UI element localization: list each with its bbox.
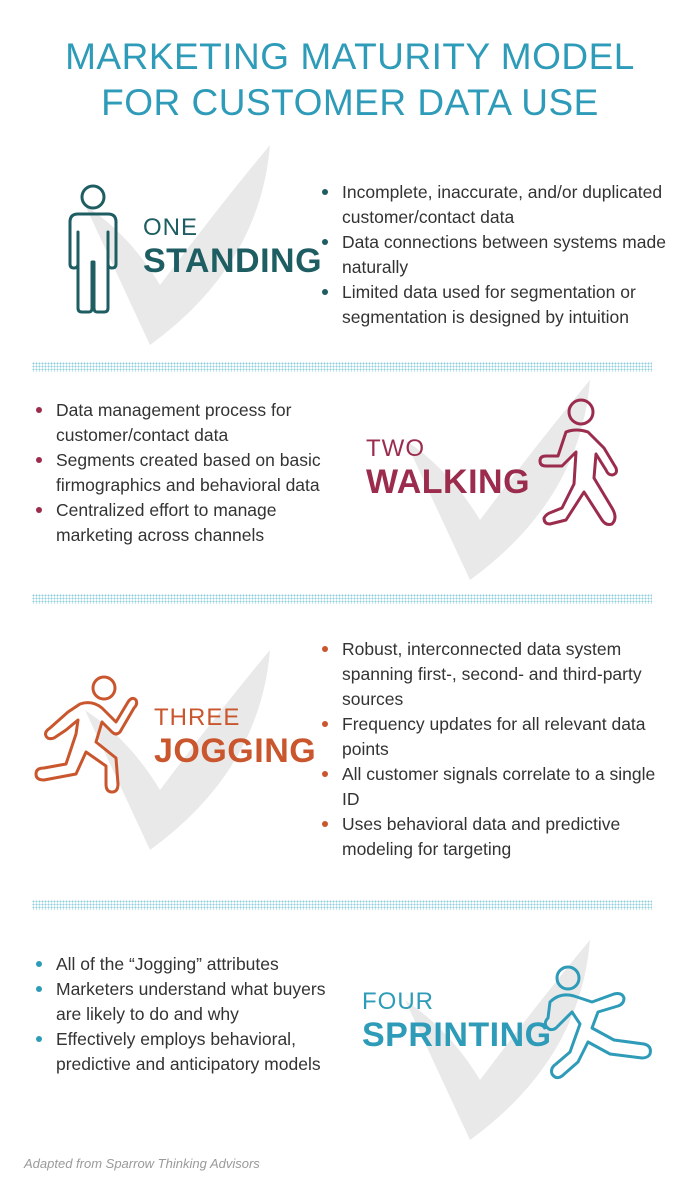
stage-four-bullets: All of the “Jogging” attributes Marketer… bbox=[32, 952, 332, 1077]
stage-name: STANDING bbox=[143, 242, 323, 280]
section-divider bbox=[32, 900, 652, 910]
stage-two-bullets: Data management process for customer/con… bbox=[32, 398, 332, 548]
bullet-icon bbox=[322, 189, 328, 195]
section-divider bbox=[32, 594, 652, 604]
stage-three-bullets: Robust, interconnected data system spann… bbox=[318, 637, 670, 862]
stage-name: WALKING bbox=[366, 463, 531, 501]
walking-person-icon bbox=[538, 398, 618, 526]
source-note: Adapted from Sparrow Thinking Advisors bbox=[24, 1156, 260, 1171]
bullet-icon bbox=[36, 457, 42, 463]
stage-name: JOGGING bbox=[154, 732, 317, 770]
bullet-icon bbox=[322, 771, 328, 777]
list-item: Effectively employs behavioral, predicti… bbox=[32, 1027, 332, 1077]
list-item: Marketers understand what buyers are lik… bbox=[32, 977, 332, 1027]
list-item: Data management process for customer/con… bbox=[32, 398, 332, 448]
bullet-icon bbox=[322, 239, 328, 245]
list-item: Limited data used for segmentation or se… bbox=[318, 280, 670, 330]
section-divider bbox=[32, 362, 652, 372]
sprinting-person-icon bbox=[543, 965, 652, 1080]
checkmark-icon bbox=[405, 940, 590, 1140]
bullet-icon bbox=[36, 507, 42, 513]
bullet-icon bbox=[36, 1036, 42, 1042]
jogging-person-icon bbox=[34, 675, 139, 794]
stage-number: TWO bbox=[366, 435, 425, 462]
list-item: Segments created based on basic firmogra… bbox=[32, 448, 332, 498]
checkmark-icon bbox=[85, 650, 270, 850]
list-item: Incomplete, inaccurate, and/or duplicate… bbox=[318, 180, 670, 230]
list-item: All customer signals correlate to a sing… bbox=[318, 762, 670, 812]
list-item: Centralized effort to manage marketing a… bbox=[32, 498, 332, 548]
checkmark-icon bbox=[85, 145, 270, 345]
standing-person-icon bbox=[68, 184, 118, 314]
stage-number: THREE bbox=[154, 704, 241, 731]
stage-four-label: FOUR SPRINTING bbox=[362, 988, 552, 1054]
stage-one-bullets: Incomplete, inaccurate, and/or duplicate… bbox=[318, 180, 670, 330]
stage-one-label: ONE STANDING bbox=[143, 214, 323, 280]
bullet-icon bbox=[322, 289, 328, 295]
list-item: Uses behavioral data and predictive mode… bbox=[318, 812, 670, 862]
page-title: MARKETING MATURITY MODEL FOR CUSTOMER DA… bbox=[0, 34, 700, 126]
bullet-icon bbox=[322, 821, 328, 827]
list-item: Frequency updates for all relevant data … bbox=[318, 712, 670, 762]
list-item: All of the “Jogging” attributes bbox=[32, 952, 332, 977]
stage-two-label: TWO WALKING bbox=[366, 435, 531, 501]
bullet-icon bbox=[36, 986, 42, 992]
stage-three-label: THREE JOGGING bbox=[154, 704, 317, 770]
stage-number: ONE bbox=[143, 214, 199, 241]
title-line-1: MARKETING MATURITY MODEL bbox=[65, 36, 635, 77]
checkmark-icon bbox=[405, 380, 590, 580]
stage-number: FOUR bbox=[362, 988, 434, 1015]
stage-name: SPRINTING bbox=[362, 1016, 552, 1054]
title-line-2: FOR CUSTOMER DATA USE bbox=[101, 82, 599, 123]
bullet-icon bbox=[36, 961, 42, 967]
list-item: Robust, interconnected data system spann… bbox=[318, 637, 670, 712]
bullet-icon bbox=[322, 721, 328, 727]
list-item: Data connections between systems made na… bbox=[318, 230, 670, 280]
bullet-icon bbox=[36, 407, 42, 413]
bullet-icon bbox=[322, 646, 328, 652]
